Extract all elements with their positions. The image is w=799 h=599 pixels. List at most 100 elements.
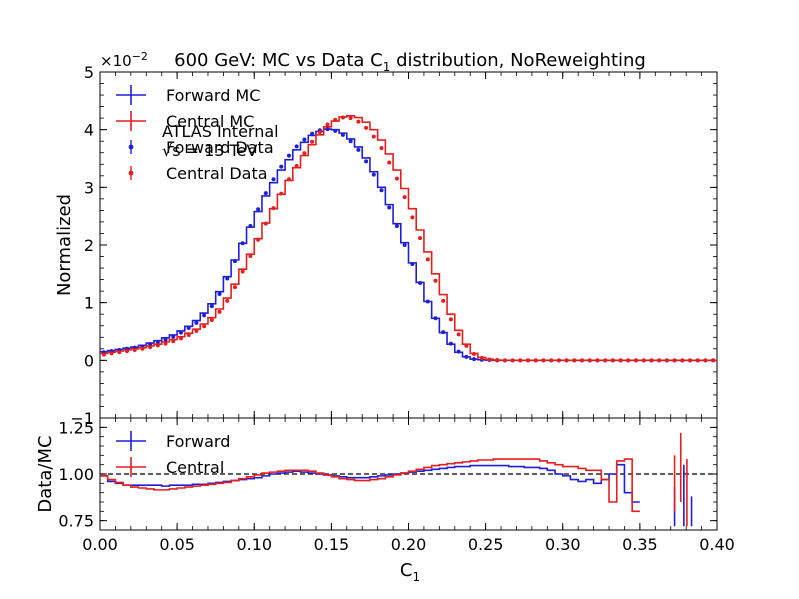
point-central-data xyxy=(410,215,415,220)
point-central-data xyxy=(518,358,523,363)
lower-y-axis-label: Data/MC xyxy=(35,435,56,512)
point-forward-data xyxy=(240,241,245,246)
point-central-data xyxy=(256,237,261,242)
point-forward-data xyxy=(186,326,191,331)
upper-ticks: −1 0 1 2 3 4 5 xyxy=(70,63,718,428)
point-central-data xyxy=(549,358,554,363)
point-central-data xyxy=(657,358,662,363)
x-tick-label: 0.00 xyxy=(82,535,118,554)
upper-legend-label: Forward MC xyxy=(166,86,260,105)
point-central-data xyxy=(688,358,693,363)
point-central-data xyxy=(533,358,538,363)
point-central-data xyxy=(510,358,515,363)
point-central-data xyxy=(171,339,176,344)
point-central-data xyxy=(502,358,507,363)
point-forward-data xyxy=(379,188,384,193)
point-central-data xyxy=(526,358,531,363)
point-central-data xyxy=(302,151,307,156)
point-central-data xyxy=(325,122,330,127)
point-central-data xyxy=(163,341,168,346)
point-central-data xyxy=(587,358,592,363)
upper-legend-label: Central MC xyxy=(166,112,254,131)
upper-legend-handle xyxy=(128,170,134,176)
point-central-data xyxy=(595,358,600,363)
point-central-data xyxy=(641,358,646,363)
point-forward-data xyxy=(418,281,423,286)
x-axis-label: C1 xyxy=(400,560,420,584)
x-tick-label: 0.35 xyxy=(622,535,658,554)
point-forward-data xyxy=(155,339,160,344)
upper-y-tick-label: 2 xyxy=(84,236,94,255)
upper-y-tick-label: 1 xyxy=(84,294,94,313)
point-central-data xyxy=(271,206,276,211)
upper-y-tick-label: 0 xyxy=(84,351,94,370)
point-central-data xyxy=(263,221,268,226)
point-central-data xyxy=(456,332,461,337)
point-central-data xyxy=(556,358,561,363)
point-forward-data xyxy=(394,223,399,228)
point-forward-data xyxy=(209,304,214,309)
lower-legend-label: Forward xyxy=(166,432,230,451)
point-central-data xyxy=(109,351,114,356)
point-central-data xyxy=(101,352,106,357)
point-central-data xyxy=(240,269,245,274)
point-forward-data xyxy=(441,330,446,335)
point-forward-data xyxy=(371,172,376,177)
point-forward-data xyxy=(171,334,176,339)
point-forward-data xyxy=(232,259,237,264)
point-forward-data xyxy=(217,292,222,297)
upper-y-tick-label: 5 xyxy=(84,63,94,82)
point-forward-data xyxy=(348,139,353,144)
point-central-data xyxy=(124,349,129,354)
point-forward-data xyxy=(256,207,261,212)
upper-legend: Forward MC Central MC Forward Data Central … xyxy=(116,85,274,183)
point-central-data xyxy=(340,115,345,120)
point-central-data xyxy=(680,358,685,363)
series-central-mc xyxy=(100,115,717,362)
point-central-data xyxy=(279,191,284,196)
point-central-data xyxy=(610,358,615,363)
point-central-data xyxy=(441,298,446,303)
point-central-data xyxy=(695,358,700,363)
upper-legend-handle xyxy=(128,144,134,150)
point-forward-data xyxy=(294,144,299,149)
energy-label: √s = 13 TeV xyxy=(162,141,257,160)
point-forward-data xyxy=(340,132,345,137)
point-central-data xyxy=(479,356,484,361)
lower-y-tick-label: 0.75 xyxy=(58,512,94,531)
lower-legend: Forward Central xyxy=(116,431,230,477)
point-central-data xyxy=(194,328,199,333)
atlas-label: ATLAS Internal xyxy=(162,122,279,141)
upper-y-tick-label: 3 xyxy=(84,178,94,197)
x-tick-label: 0.25 xyxy=(468,535,504,554)
point-central-data xyxy=(418,236,423,241)
upper-y-tick-label: 4 xyxy=(84,121,94,140)
point-central-data xyxy=(626,358,631,363)
point-forward-data xyxy=(148,342,153,347)
upper-y-axis-label: Normalized xyxy=(54,194,75,296)
x-tick-label: 0.30 xyxy=(545,535,581,554)
point-forward-data xyxy=(356,147,361,152)
lower-y-tick-label: 1.25 xyxy=(58,418,94,437)
lower-legend-label: Central xyxy=(166,458,224,477)
point-forward-data xyxy=(163,337,168,342)
point-forward-data xyxy=(325,127,330,132)
point-forward-data xyxy=(271,177,276,182)
x-tick-label: 0.15 xyxy=(314,535,350,554)
point-forward-data xyxy=(333,128,338,133)
x-tick-label: 0.20 xyxy=(391,535,427,554)
point-forward-data xyxy=(387,205,392,210)
point-central-data xyxy=(364,125,369,130)
point-central-data xyxy=(541,358,546,363)
upper-legend-label: Central Data xyxy=(166,164,268,183)
point-central-data xyxy=(711,358,716,363)
point-forward-data xyxy=(402,243,407,247)
point-central-data xyxy=(618,358,623,363)
y-scale-label: ×10−2 xyxy=(100,50,148,70)
point-forward-data xyxy=(364,159,369,164)
point-forward-data xyxy=(263,191,268,196)
point-central-data xyxy=(333,117,338,122)
point-central-data xyxy=(140,346,145,351)
point-forward-data xyxy=(310,131,315,136)
